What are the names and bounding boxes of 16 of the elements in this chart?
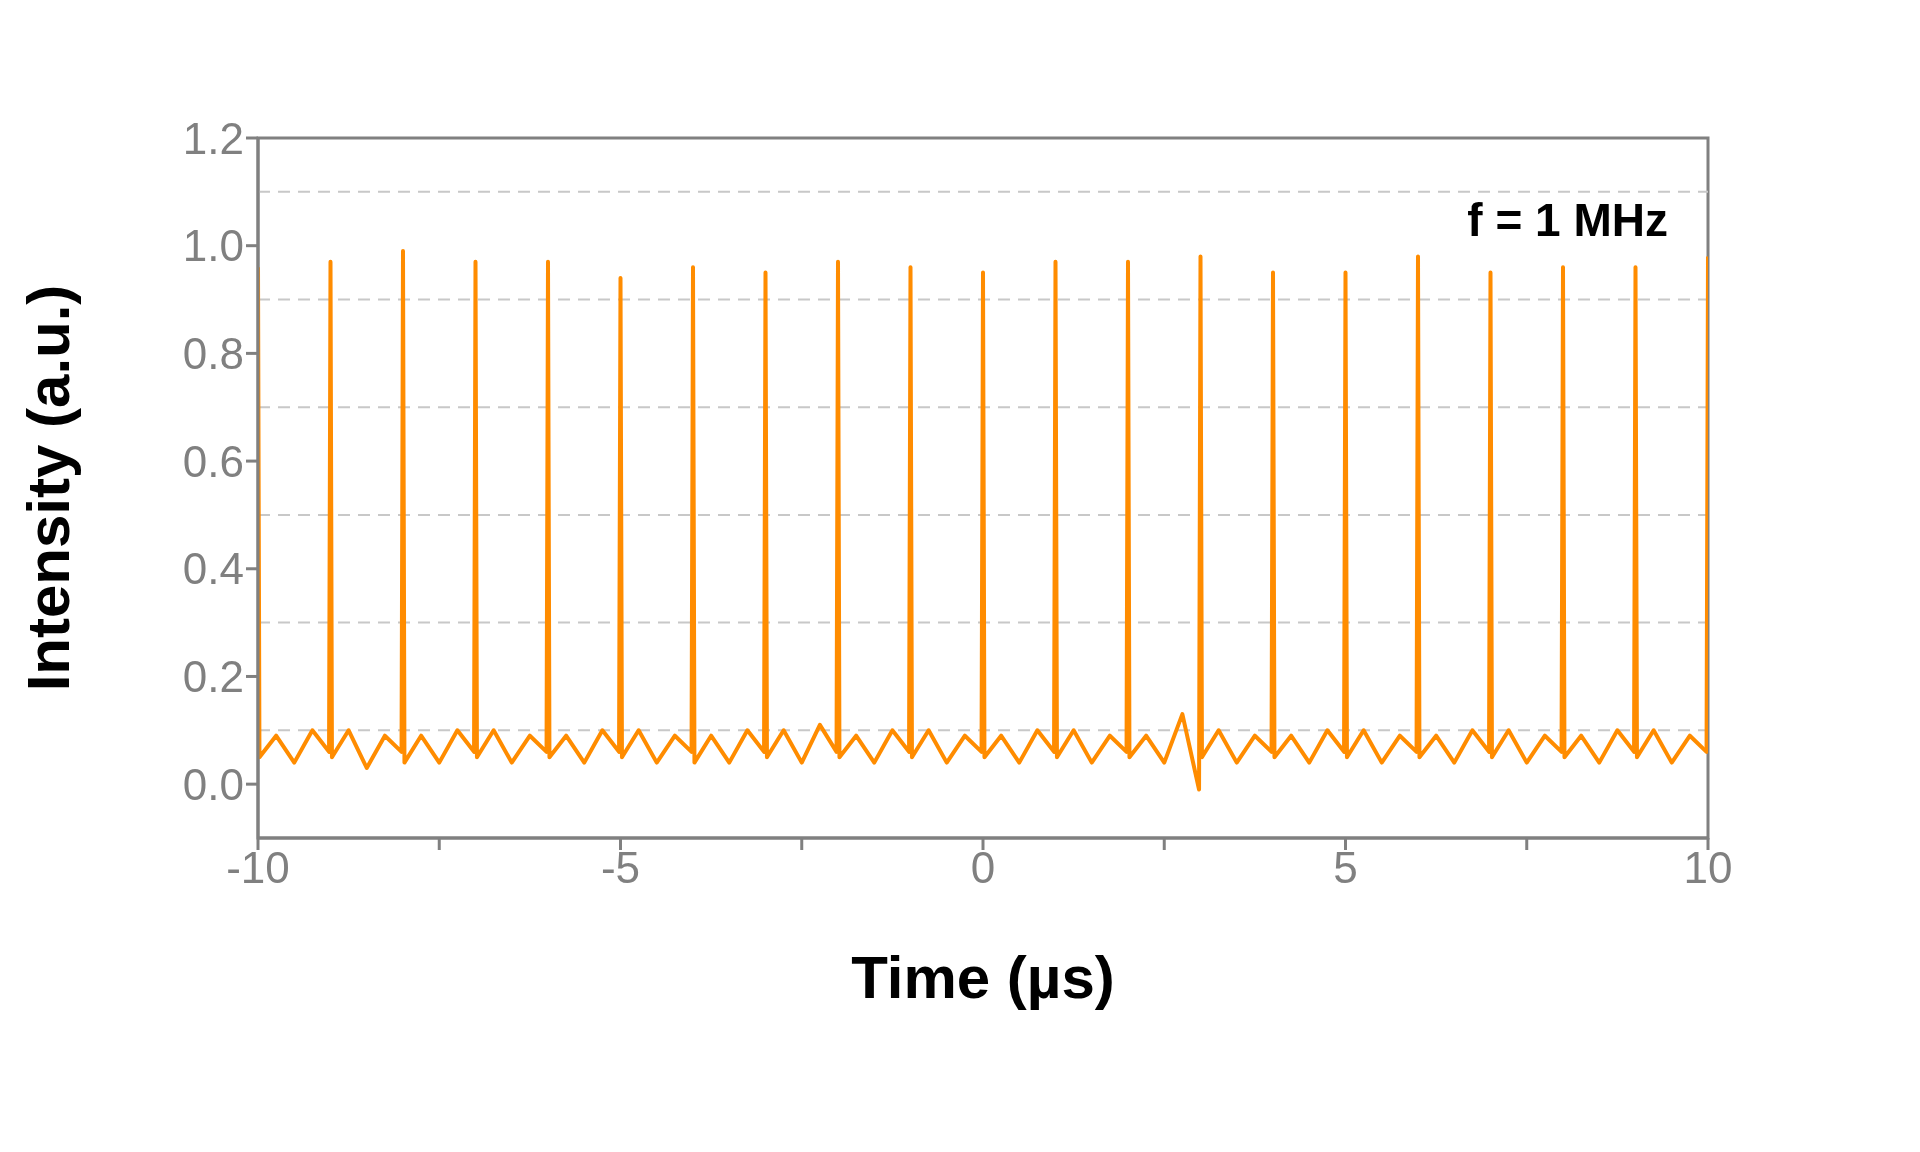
x-axis-title: Time (µs)	[851, 944, 1115, 1011]
y-axis-title: Intensity (a.u.)	[15, 284, 83, 692]
x-tick-label: -5	[600, 843, 641, 893]
x-tick-label: 5	[1333, 843, 1358, 893]
y-tick-label: 1.2	[182, 113, 244, 163]
y-tick-label: 1.0	[182, 221, 244, 271]
line-series	[258, 249, 1708, 792]
x-tick-label: 10	[1683, 843, 1733, 893]
y-tick-label: 0.0	[182, 759, 244, 809]
y-tick-label: 0.2	[182, 652, 244, 702]
annotation: f = 1 MHz	[1467, 193, 1668, 247]
y-tick-label: 0.4	[182, 544, 244, 594]
y-tick-label: 0.6	[182, 436, 244, 486]
x-tick-label: -10	[226, 843, 290, 893]
y-tick-label: 0.8	[182, 329, 244, 378]
x-tick-label: 0	[970, 843, 996, 893]
